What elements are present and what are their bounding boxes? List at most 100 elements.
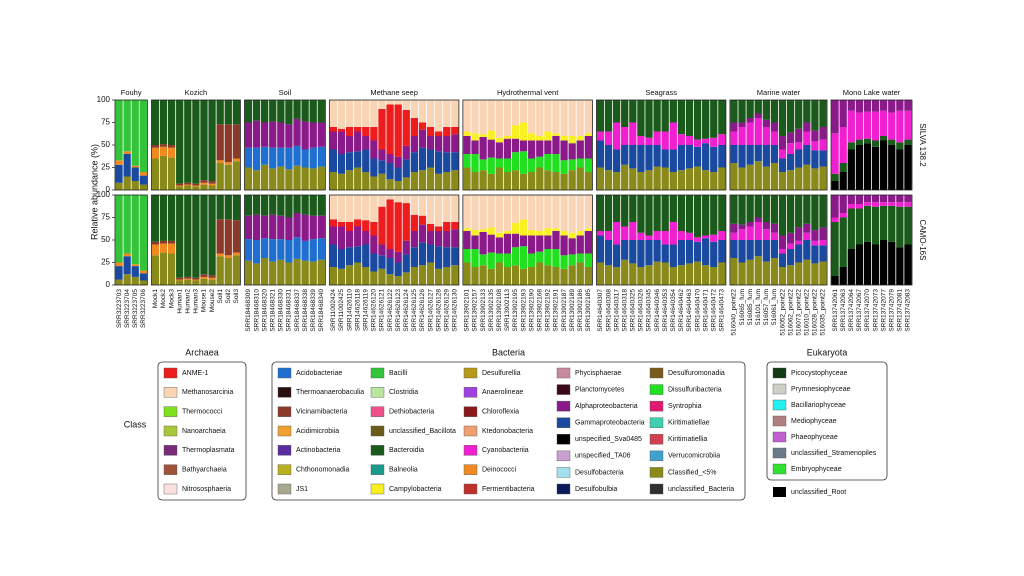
bar-segment <box>285 124 293 148</box>
bar-segment <box>418 129 427 148</box>
bar-segment <box>378 173 386 190</box>
bar-segment <box>337 195 346 222</box>
bar-segment <box>778 158 787 172</box>
bar-segment <box>629 263 637 285</box>
bar-segment <box>285 240 293 263</box>
bar-segment <box>159 252 168 285</box>
bar-segment <box>762 195 770 222</box>
panel-title: Hydrothermal vent <box>497 88 559 97</box>
sample-label: SRR13742067 <box>856 289 863 332</box>
bar-segment <box>762 166 770 190</box>
bar-segment <box>402 109 410 146</box>
bar-segment <box>337 249 346 269</box>
bar-segment <box>637 136 645 145</box>
bar-segment <box>811 240 819 246</box>
bar-segment <box>261 258 269 285</box>
bar-segment <box>285 262 293 285</box>
bar-segment <box>123 154 131 177</box>
bar-segment <box>224 164 232 190</box>
bar-segment <box>669 100 677 123</box>
bar-segment <box>394 104 402 157</box>
bar-segment <box>847 149 855 190</box>
legend-label: Chloroflexia <box>482 409 519 416</box>
panel-frame <box>729 99 828 191</box>
bar-segment <box>208 181 216 184</box>
bar-segment <box>131 195 139 265</box>
bar-segment <box>495 253 503 263</box>
bar-segment <box>487 234 495 253</box>
bar-segment <box>746 240 754 260</box>
legend-label: Desulfurellia <box>482 370 521 377</box>
bar-segment <box>811 168 819 190</box>
bar-segment <box>232 220 241 253</box>
bar-segment <box>568 136 576 144</box>
bar-segment <box>629 222 637 240</box>
bar-segment <box>702 143 710 171</box>
legend-label: Classified_<5% <box>668 469 716 476</box>
bar-segment <box>301 240 309 261</box>
bar-segment <box>269 100 277 122</box>
bar-segment <box>252 195 261 215</box>
bar-segment <box>811 141 819 151</box>
bar-segment <box>880 240 888 285</box>
sample-label: SRR18468340 <box>318 289 325 332</box>
bar-segment <box>685 232 694 240</box>
sample-label: SRR11002424 <box>330 289 337 332</box>
bar-segment <box>426 100 435 127</box>
sample-label: SRR13902133 <box>480 289 487 332</box>
sample-label: SRR14640308 <box>605 289 612 332</box>
legend-label: Gammaproteobacteria <box>575 420 645 427</box>
legend-label: unclassified_Stramenopiles <box>791 450 877 457</box>
bar-segment <box>738 195 746 225</box>
bar-segment <box>718 167 726 190</box>
legend-swatch <box>163 445 178 456</box>
bar-segment <box>637 195 645 233</box>
bar-segment <box>252 120 261 148</box>
bar-segment <box>159 195 168 241</box>
bar-segment <box>786 249 795 266</box>
bar-segment <box>370 195 378 222</box>
bar-segment <box>277 215 285 240</box>
bar-segment <box>386 195 394 200</box>
y-tick-label: 0 <box>106 185 111 194</box>
bar-segment <box>451 229 459 248</box>
legend-label: Prymnesiophyceae <box>791 386 851 393</box>
bar-segment <box>576 231 584 236</box>
sample-label: SRR13742079 <box>888 289 895 332</box>
bar-segment <box>252 100 261 121</box>
bar-segment <box>519 100 528 123</box>
bar-segment <box>394 156 402 168</box>
bar-segment <box>645 265 653 285</box>
bar-segment <box>443 136 451 153</box>
bar-segment <box>596 231 605 236</box>
bar-segment <box>329 127 338 132</box>
sample-label: SRR14640354 <box>670 289 677 332</box>
bar-segment <box>653 166 661 190</box>
bar-segment <box>244 215 253 240</box>
bar-segment <box>730 223 738 233</box>
bar-segment <box>677 195 686 231</box>
bar-segment <box>131 181 139 190</box>
legend-label: Deinococci <box>482 467 517 474</box>
legend-label: Desulfuromonadia <box>668 370 725 377</box>
bar-segment <box>184 100 192 183</box>
legend-swatch <box>556 434 571 445</box>
bar-segment <box>576 167 584 190</box>
bar-segment <box>702 170 710 190</box>
bar-segment <box>345 170 354 190</box>
bar-segment <box>184 184 192 186</box>
bar-segment <box>519 268 528 285</box>
bar-segment <box>560 100 568 136</box>
bar-segment <box>151 147 160 159</box>
bar-segment <box>224 195 232 220</box>
sample-label: SRR13742083 <box>905 289 912 332</box>
bar-segment <box>831 133 839 174</box>
bar-segment <box>345 231 354 248</box>
panel-title: Mono Lake water <box>843 88 901 97</box>
sample-label: SRR14640318 <box>621 289 628 332</box>
bar-segment <box>896 110 904 143</box>
bar-segment <box>762 261 770 285</box>
bar-segment <box>362 231 370 245</box>
bar-segment <box>637 145 645 172</box>
legend-swatch <box>370 425 385 437</box>
